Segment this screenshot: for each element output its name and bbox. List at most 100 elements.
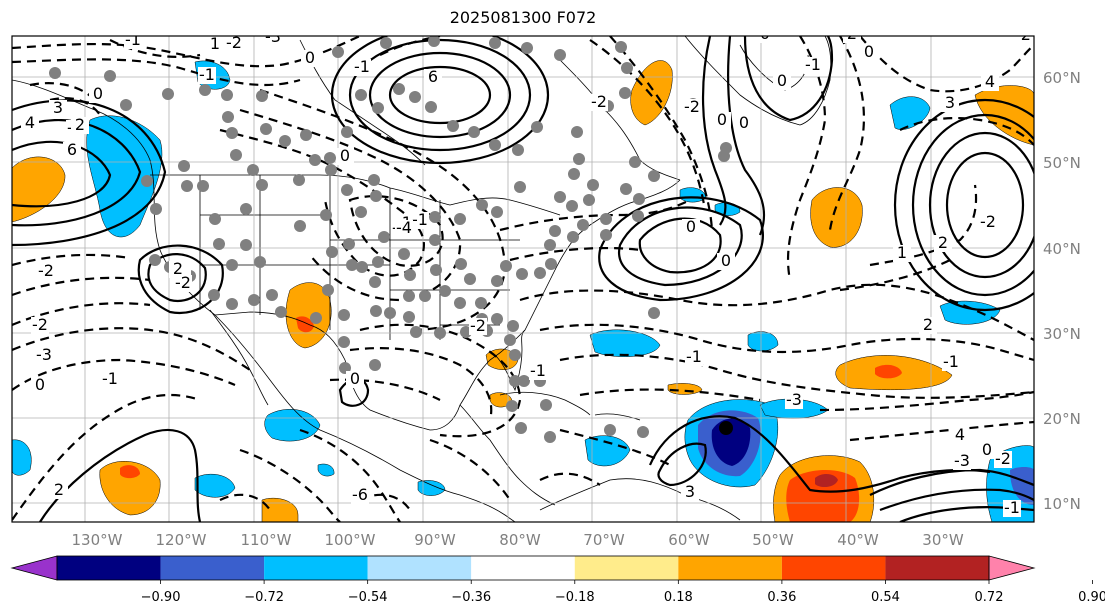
station-dot [343, 238, 355, 250]
contour-label-bg [681, 484, 699, 501]
station-dot [430, 264, 442, 276]
station-dot [509, 375, 521, 387]
map-frame [11, 35, 1035, 523]
shade-orange-pacific-s [261, 497, 299, 522]
contour-label-bg [346, 371, 364, 388]
station-dot [226, 298, 238, 310]
station-dot [338, 309, 350, 321]
contour-label-bg [591, 17, 609, 34]
contour-label-bg [860, 44, 878, 61]
contour-label: -6 [352, 485, 368, 504]
station-dot [404, 269, 416, 281]
border-us-canada [150, 174, 561, 216]
contour-label-bg [994, 451, 1012, 468]
contour-label-bg [353, 59, 371, 76]
station-dot [248, 294, 260, 306]
shade-blue-pacific-s [194, 473, 236, 498]
station-dot [545, 258, 557, 270]
contour-label: 2 [923, 315, 933, 334]
station-dot [141, 175, 153, 187]
station-dot [324, 152, 336, 164]
contour-label: -1 [530, 361, 546, 380]
contour-label-bg [529, 363, 547, 380]
contour-label: 3 [685, 482, 695, 501]
contour-label: 0 [305, 48, 315, 67]
contour-label: 2 [173, 259, 183, 278]
contour-label-bg [71, 117, 89, 134]
station-dot [49, 67, 61, 79]
contour-label: 6 [67, 140, 77, 159]
lon-label: 110°W [241, 531, 292, 549]
colorbar-tick-label: 0.18 [664, 590, 693, 605]
station-dot [516, 268, 528, 280]
station-dot [573, 153, 585, 165]
colorbar-segment [57, 556, 161, 580]
lon-label: 30°W [922, 531, 964, 549]
coast-pacific-nw [12, 79, 516, 522]
station-dot [434, 327, 446, 339]
station-dot [199, 84, 211, 96]
contour-label: 4 [25, 113, 35, 132]
station-dot [540, 399, 552, 411]
shade-red-atlantic-25n [875, 364, 902, 379]
shade-darkred-trop-atl [815, 474, 838, 488]
contour-label: -2 [226, 33, 242, 52]
station-dot [521, 42, 533, 54]
colorbar-segment [160, 556, 265, 580]
coast-florida [494, 329, 526, 392]
solid-contours [12, 36, 1034, 522]
contour-label: 0 [93, 84, 103, 103]
contour-label: -3 [954, 451, 970, 470]
colorbar-tick-label: −0.72 [244, 590, 284, 605]
contour-label: 0 [760, 24, 770, 43]
contour-label: 3 [945, 93, 955, 112]
station-dot [409, 91, 421, 103]
lat-label: 30°N [1043, 325, 1081, 343]
lon-label: 60°W [668, 531, 710, 549]
station-dot [372, 256, 384, 268]
contour-label-bg [773, 73, 791, 90]
lon-label: 120°W [156, 531, 207, 549]
anomaly-shading [12, 60, 1034, 522]
colorbar-segment [574, 556, 679, 580]
colorbar-arrow-high [988, 555, 1036, 581]
contour-label-bg [264, 36, 282, 46]
contour-label: 0 [721, 251, 731, 270]
station-dot [197, 180, 209, 192]
station-dot [447, 120, 459, 132]
contour-label: 2 [54, 480, 64, 499]
contour-label: 6 [428, 67, 438, 86]
shade-blue-atlantic-ring [939, 300, 1001, 325]
contour-label-bg [49, 100, 67, 117]
contour-label: 2 [847, 24, 857, 43]
station-dot [439, 285, 451, 297]
lon-label: 100°W [325, 531, 376, 549]
station-dot [476, 199, 488, 211]
contour-label-bg [685, 349, 703, 366]
border-us-mexico [214, 311, 346, 361]
station-dot [566, 200, 578, 212]
contour-label: -2 [38, 261, 54, 280]
colorbar [10, 555, 1036, 581]
station-dot [369, 276, 381, 288]
contour-label: 0 [739, 113, 749, 132]
contour-label: -2 [980, 212, 996, 231]
contour-label-bg [717, 253, 735, 270]
contour-label: -3 [786, 390, 802, 409]
station-dot [455, 258, 467, 270]
station-dot [322, 284, 334, 296]
colorbar-tick-label: −0.18 [555, 590, 595, 605]
contour-label-bg [953, 453, 971, 470]
station-dot [425, 101, 437, 113]
station-dot [370, 190, 382, 202]
station-dot [475, 297, 487, 309]
station-dot [648, 307, 660, 319]
station-dot [509, 349, 521, 361]
contour-label: -2 [470, 316, 486, 335]
station-dot [544, 431, 556, 443]
contour-label: -2 [995, 449, 1011, 468]
station-dot [549, 225, 561, 237]
station-dot [633, 193, 645, 205]
shade-blue-pacific-nw [86, 115, 163, 238]
contour-label: 0 [686, 217, 696, 236]
